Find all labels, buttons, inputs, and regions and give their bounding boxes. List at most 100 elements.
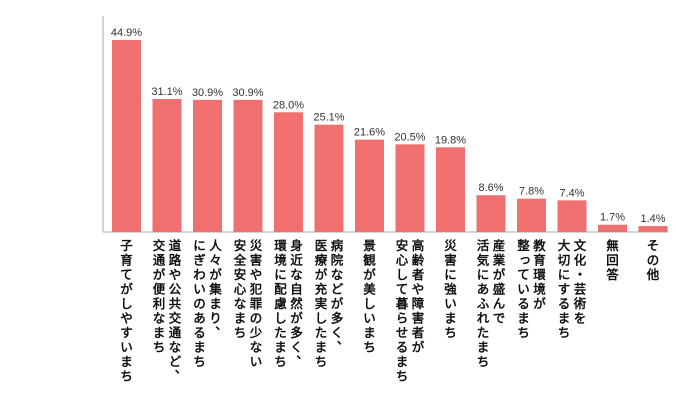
category-label-char: な	[153, 311, 166, 326]
category-label-char: ま	[153, 325, 166, 340]
category-label-char: な	[250, 340, 263, 355]
category-label-char: の	[193, 296, 206, 311]
category-label-char: 少	[249, 325, 263, 340]
value-label-group: 44.9% 31.1% 30.9% 30.9% 28.0% 25.1% 21.6% 20.5%…	[111, 27, 666, 225]
category-label-char: 高	[412, 238, 425, 253]
category-label-char: ち	[234, 325, 247, 340]
category-label-char: 交	[153, 238, 166, 253]
category-label-char: ち	[363, 340, 376, 355]
category-label-char: な	[290, 267, 303, 282]
category-label-char: 共	[169, 296, 182, 311]
category-label-char: の	[250, 311, 263, 326]
category-label-char: 犯	[249, 282, 263, 297]
category-label-char: ち	[517, 325, 530, 340]
category-label-char: 実	[315, 296, 328, 311]
category-label-char: 文	[574, 238, 587, 253]
category-label-char: ま	[477, 340, 490, 355]
category-label-char: ち	[477, 354, 490, 369]
category-label-char: 安	[234, 238, 247, 253]
category-label-char: ど	[331, 282, 344, 297]
bar-4	[233, 99, 263, 233]
category-label-char: ま	[120, 354, 133, 369]
category-label-char: ち	[558, 325, 571, 340]
value-label-12: 7.4%	[559, 187, 584, 199]
category-label-char: ま	[274, 340, 287, 355]
category-label-char: い	[120, 340, 133, 355]
category-label-char: ま	[444, 311, 457, 326]
category-label-char: る	[193, 325, 206, 340]
category-label-char: あ	[193, 311, 206, 326]
category-label-char: が	[412, 340, 425, 355]
category-label-char: に	[444, 267, 457, 282]
value-label-2: 31.1%	[151, 86, 182, 98]
category-label-char: 暮	[395, 296, 409, 311]
value-label-8: 20.5%	[394, 131, 425, 143]
category-label-char: た	[315, 325, 328, 340]
category-label-char: 多	[331, 311, 344, 326]
bar-9	[436, 147, 465, 232]
category-label-char: な	[234, 296, 247, 311]
category-label-char: そ	[647, 238, 660, 253]
category-label-char: が	[533, 296, 546, 311]
bar-14	[638, 226, 668, 232]
category-label-char: し	[120, 296, 133, 311]
category-label-char: が	[315, 267, 328, 282]
category-label-char: て	[120, 267, 133, 282]
category-label-char: で	[493, 311, 506, 326]
category-label-char: 強	[444, 282, 457, 297]
category-label-char: や	[412, 282, 425, 297]
category-label-char: 々	[209, 253, 222, 268]
category-label-char: 者	[411, 325, 425, 340]
category-label-char: 災	[249, 238, 263, 253]
category-label-char: の	[647, 253, 660, 268]
value-label-7: 21.6%	[354, 127, 385, 139]
category-label-char: を	[574, 311, 587, 326]
bar-8	[395, 144, 425, 232]
value-label-1: 44.9%	[111, 27, 142, 39]
value-label-4: 30.9%	[232, 87, 263, 99]
category-label-char: る	[558, 296, 571, 311]
category-label-char: っ	[519, 252, 532, 267]
category-label-char: る	[396, 340, 409, 355]
category-label-char: い	[250, 354, 263, 369]
bar-6	[314, 124, 344, 232]
category-label-char: 多	[290, 325, 303, 340]
category-label-char: ど	[169, 354, 182, 369]
category-label-char: ま	[396, 354, 409, 369]
category-label-char: ま	[363, 325, 376, 340]
category-label-char: し	[363, 296, 376, 311]
bar-10	[476, 195, 506, 232]
category-label-char: 心	[234, 282, 247, 297]
category-label-char: 環	[533, 267, 546, 282]
category-label-char: れ	[477, 311, 490, 326]
category-label-char: が	[290, 311, 303, 326]
category-label-char: が	[153, 267, 166, 282]
category-label-char: な	[169, 340, 182, 355]
category-label-char: す	[558, 282, 571, 297]
category-label-char: に	[193, 238, 206, 253]
category-label-char: 環	[274, 238, 287, 253]
category-label-char: 気	[477, 253, 490, 268]
category-label-13: 無回答	[606, 238, 619, 282]
category-label-char: る	[517, 296, 530, 311]
category-label-char: が	[493, 267, 506, 282]
category-label-char: 、	[175, 361, 188, 376]
category-label-char: 近	[290, 253, 303, 268]
category-label-char: や	[120, 311, 133, 326]
category-label-char: た	[274, 325, 287, 340]
category-label-char: た	[477, 325, 490, 340]
category-label-char: 慮	[274, 296, 287, 311]
category-label-char: ま	[517, 311, 530, 326]
category-label-char: 他	[646, 267, 660, 282]
category-label-char: 道	[169, 238, 182, 253]
category-label-char: ま	[315, 340, 328, 355]
category-label-char: 安	[396, 238, 409, 253]
value-label-6: 25.1%	[313, 112, 344, 124]
category-label-char: 自	[290, 282, 303, 297]
